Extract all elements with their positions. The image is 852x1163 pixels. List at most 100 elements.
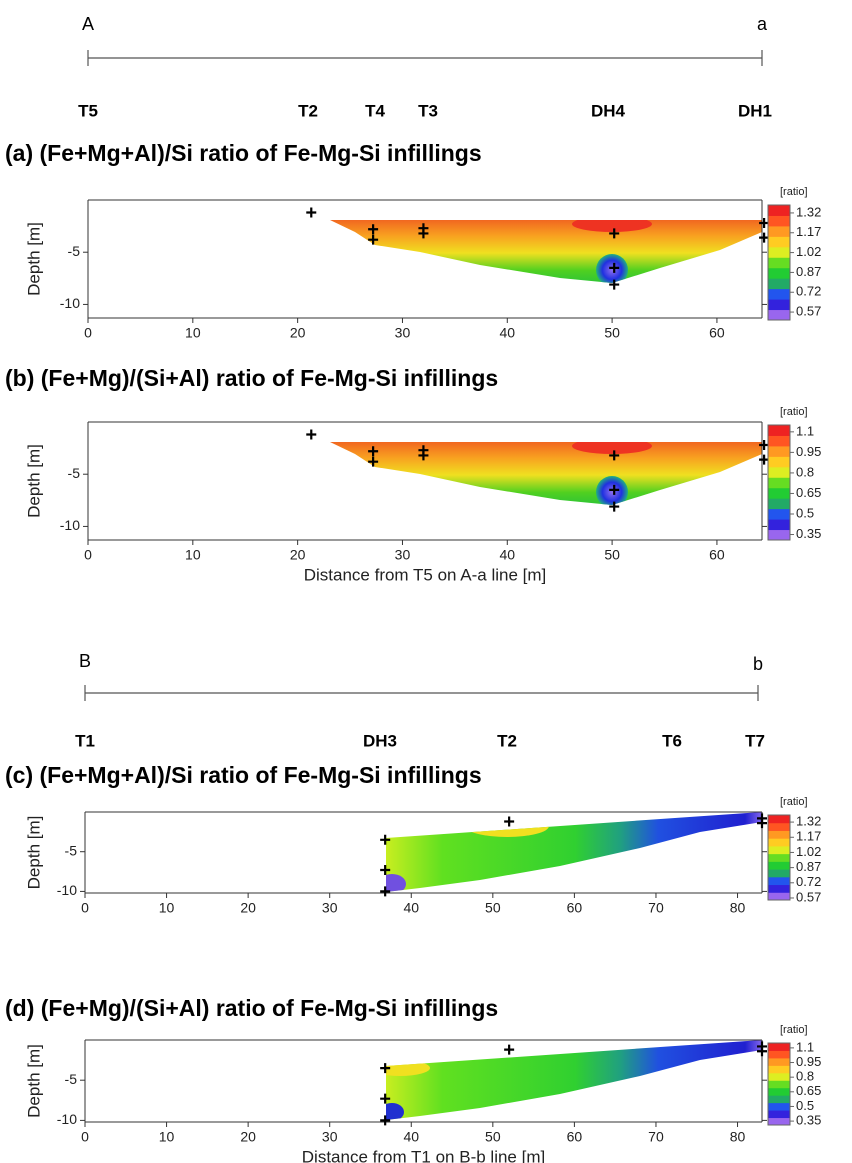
x-tick-label: 10 xyxy=(159,1129,175,1145)
colorbar-tick-label: 1.02 xyxy=(796,844,821,859)
y-tick-label: -5 xyxy=(68,243,81,259)
colorbar-tick-label: 1.32 xyxy=(796,204,821,219)
y-axis-title: Depth [m] xyxy=(24,1044,43,1118)
sample-point xyxy=(759,439,770,450)
colorbar-segment xyxy=(768,477,790,489)
colorbar-segment xyxy=(768,215,790,227)
x-tick-label: 40 xyxy=(499,547,515,563)
sample-point xyxy=(504,1044,515,1055)
colorbar-segment xyxy=(768,1065,790,1074)
colorbar-label: [ratio] xyxy=(780,186,808,198)
sample-point xyxy=(757,818,767,829)
colorbar-tick-label: 0.95 xyxy=(796,1054,821,1069)
x-tick-label: 0 xyxy=(81,900,89,916)
x-tick-label: 70 xyxy=(648,1129,664,1145)
colorbar-tick-label: 0.8 xyxy=(796,464,814,479)
x-tick-label: 60 xyxy=(567,900,583,916)
colorbar-segment xyxy=(768,466,790,478)
borehole-label: DH3 xyxy=(363,731,397,750)
contour-field xyxy=(330,442,762,505)
colorbar-segment xyxy=(768,884,790,893)
x-tick-label: 30 xyxy=(322,900,338,916)
colorbar-tick-label: 0.72 xyxy=(796,874,821,889)
x-tick-label: 40 xyxy=(499,325,515,341)
x-tick-label: 20 xyxy=(240,1129,256,1145)
sample-point xyxy=(380,864,391,875)
y-tick-label: -10 xyxy=(57,1111,77,1127)
sample-point xyxy=(380,834,391,845)
colorbar-frame xyxy=(767,424,791,541)
sample-point xyxy=(609,450,620,461)
chart-title: (c) (Fe+Mg+Al)/Si ratio of Fe-Mg-Si infi… xyxy=(5,762,482,788)
x-tick-label: 30 xyxy=(395,547,411,563)
sample-point xyxy=(609,262,620,273)
colorbar-tick-label: 0.35 xyxy=(796,526,821,541)
sample-point xyxy=(418,228,429,239)
x-tick-label: 60 xyxy=(567,1129,583,1145)
colorbar-tick-label: 0.57 xyxy=(796,889,821,904)
colorbar-segment xyxy=(768,876,790,886)
sample-point xyxy=(418,450,429,461)
colorbar-segment xyxy=(768,456,790,468)
colorbar-segment xyxy=(768,435,790,447)
x-tick-label: 70 xyxy=(648,900,664,916)
sample-point xyxy=(759,217,770,228)
y-tick-label: -5 xyxy=(65,1071,78,1087)
x-tick-label: 50 xyxy=(604,325,620,341)
colorbar-frame xyxy=(767,814,791,901)
colorbar-label: [ratio] xyxy=(780,796,808,808)
colorbar-segment xyxy=(768,508,790,520)
colorbar-segment xyxy=(768,1057,790,1066)
colorbar-label: [ratio] xyxy=(780,406,808,418)
colorbar-segment xyxy=(768,1050,790,1059)
borehole-label: T1 xyxy=(75,731,95,750)
colorbar-segment xyxy=(768,1072,790,1081)
borehole-label: T2 xyxy=(497,731,517,750)
x-tick-label: 0 xyxy=(84,325,92,341)
sample-point xyxy=(380,1063,391,1074)
x-tick-label: 80 xyxy=(730,900,746,916)
sample-point xyxy=(609,484,620,495)
sample-point xyxy=(759,232,770,243)
colorbar-segment xyxy=(768,498,790,510)
colorbar-tick-label: 0.95 xyxy=(796,444,821,459)
x-tick-label: 20 xyxy=(290,325,306,341)
y-axis-title: Depth [m] xyxy=(24,444,43,518)
x-tick-label: 30 xyxy=(395,325,411,341)
colorbar-segment xyxy=(768,278,790,290)
colorbar-segment xyxy=(768,861,790,870)
colorbar-tick-label: 1.02 xyxy=(796,244,821,259)
borehole-label: DH1 xyxy=(738,101,772,120)
colorbar-tick-label: 0.65 xyxy=(796,485,821,500)
colorbar-segment xyxy=(768,892,790,901)
y-axis-title: Depth [m] xyxy=(24,222,43,296)
sample-point xyxy=(368,224,379,235)
colorbar-segment xyxy=(768,822,790,831)
colorbar-segment xyxy=(768,267,790,279)
sample-point xyxy=(609,228,620,239)
borehole-label: DH4 xyxy=(591,101,626,120)
x-tick-label: 10 xyxy=(185,547,201,563)
chart-title: (d) (Fe+Mg)/(Si+Al) ratio of Fe-Mg-Si in… xyxy=(5,995,498,1021)
colorbar-segment xyxy=(768,205,790,216)
y-tick-label: -5 xyxy=(68,465,81,481)
colorbar-segment xyxy=(768,445,790,457)
colorbar-segment xyxy=(768,1080,790,1089)
x-tick-label: 40 xyxy=(403,900,419,916)
x-tick-label: 10 xyxy=(185,325,201,341)
colorbar-frame xyxy=(767,204,791,321)
x-tick-label: 80 xyxy=(730,1129,746,1145)
colorbar-segment xyxy=(768,838,790,847)
colorbar-tick-label: 1.32 xyxy=(796,814,821,829)
colorbar-tick-label: 0.87 xyxy=(796,264,821,279)
contour-field xyxy=(386,812,762,892)
colorbar-segment xyxy=(768,529,790,541)
colorbar-segment xyxy=(768,225,790,237)
colorbar-tick-label: 1.1 xyxy=(796,423,814,438)
sample-point xyxy=(380,1115,391,1126)
chart-title: (a) (Fe+Mg+Al)/Si ratio of Fe-Mg-Si infi… xyxy=(5,140,482,166)
colorbar-segment xyxy=(768,299,790,311)
y-tick-label: -5 xyxy=(65,842,78,858)
colorbar-tick-label: 0.8 xyxy=(796,1069,814,1084)
